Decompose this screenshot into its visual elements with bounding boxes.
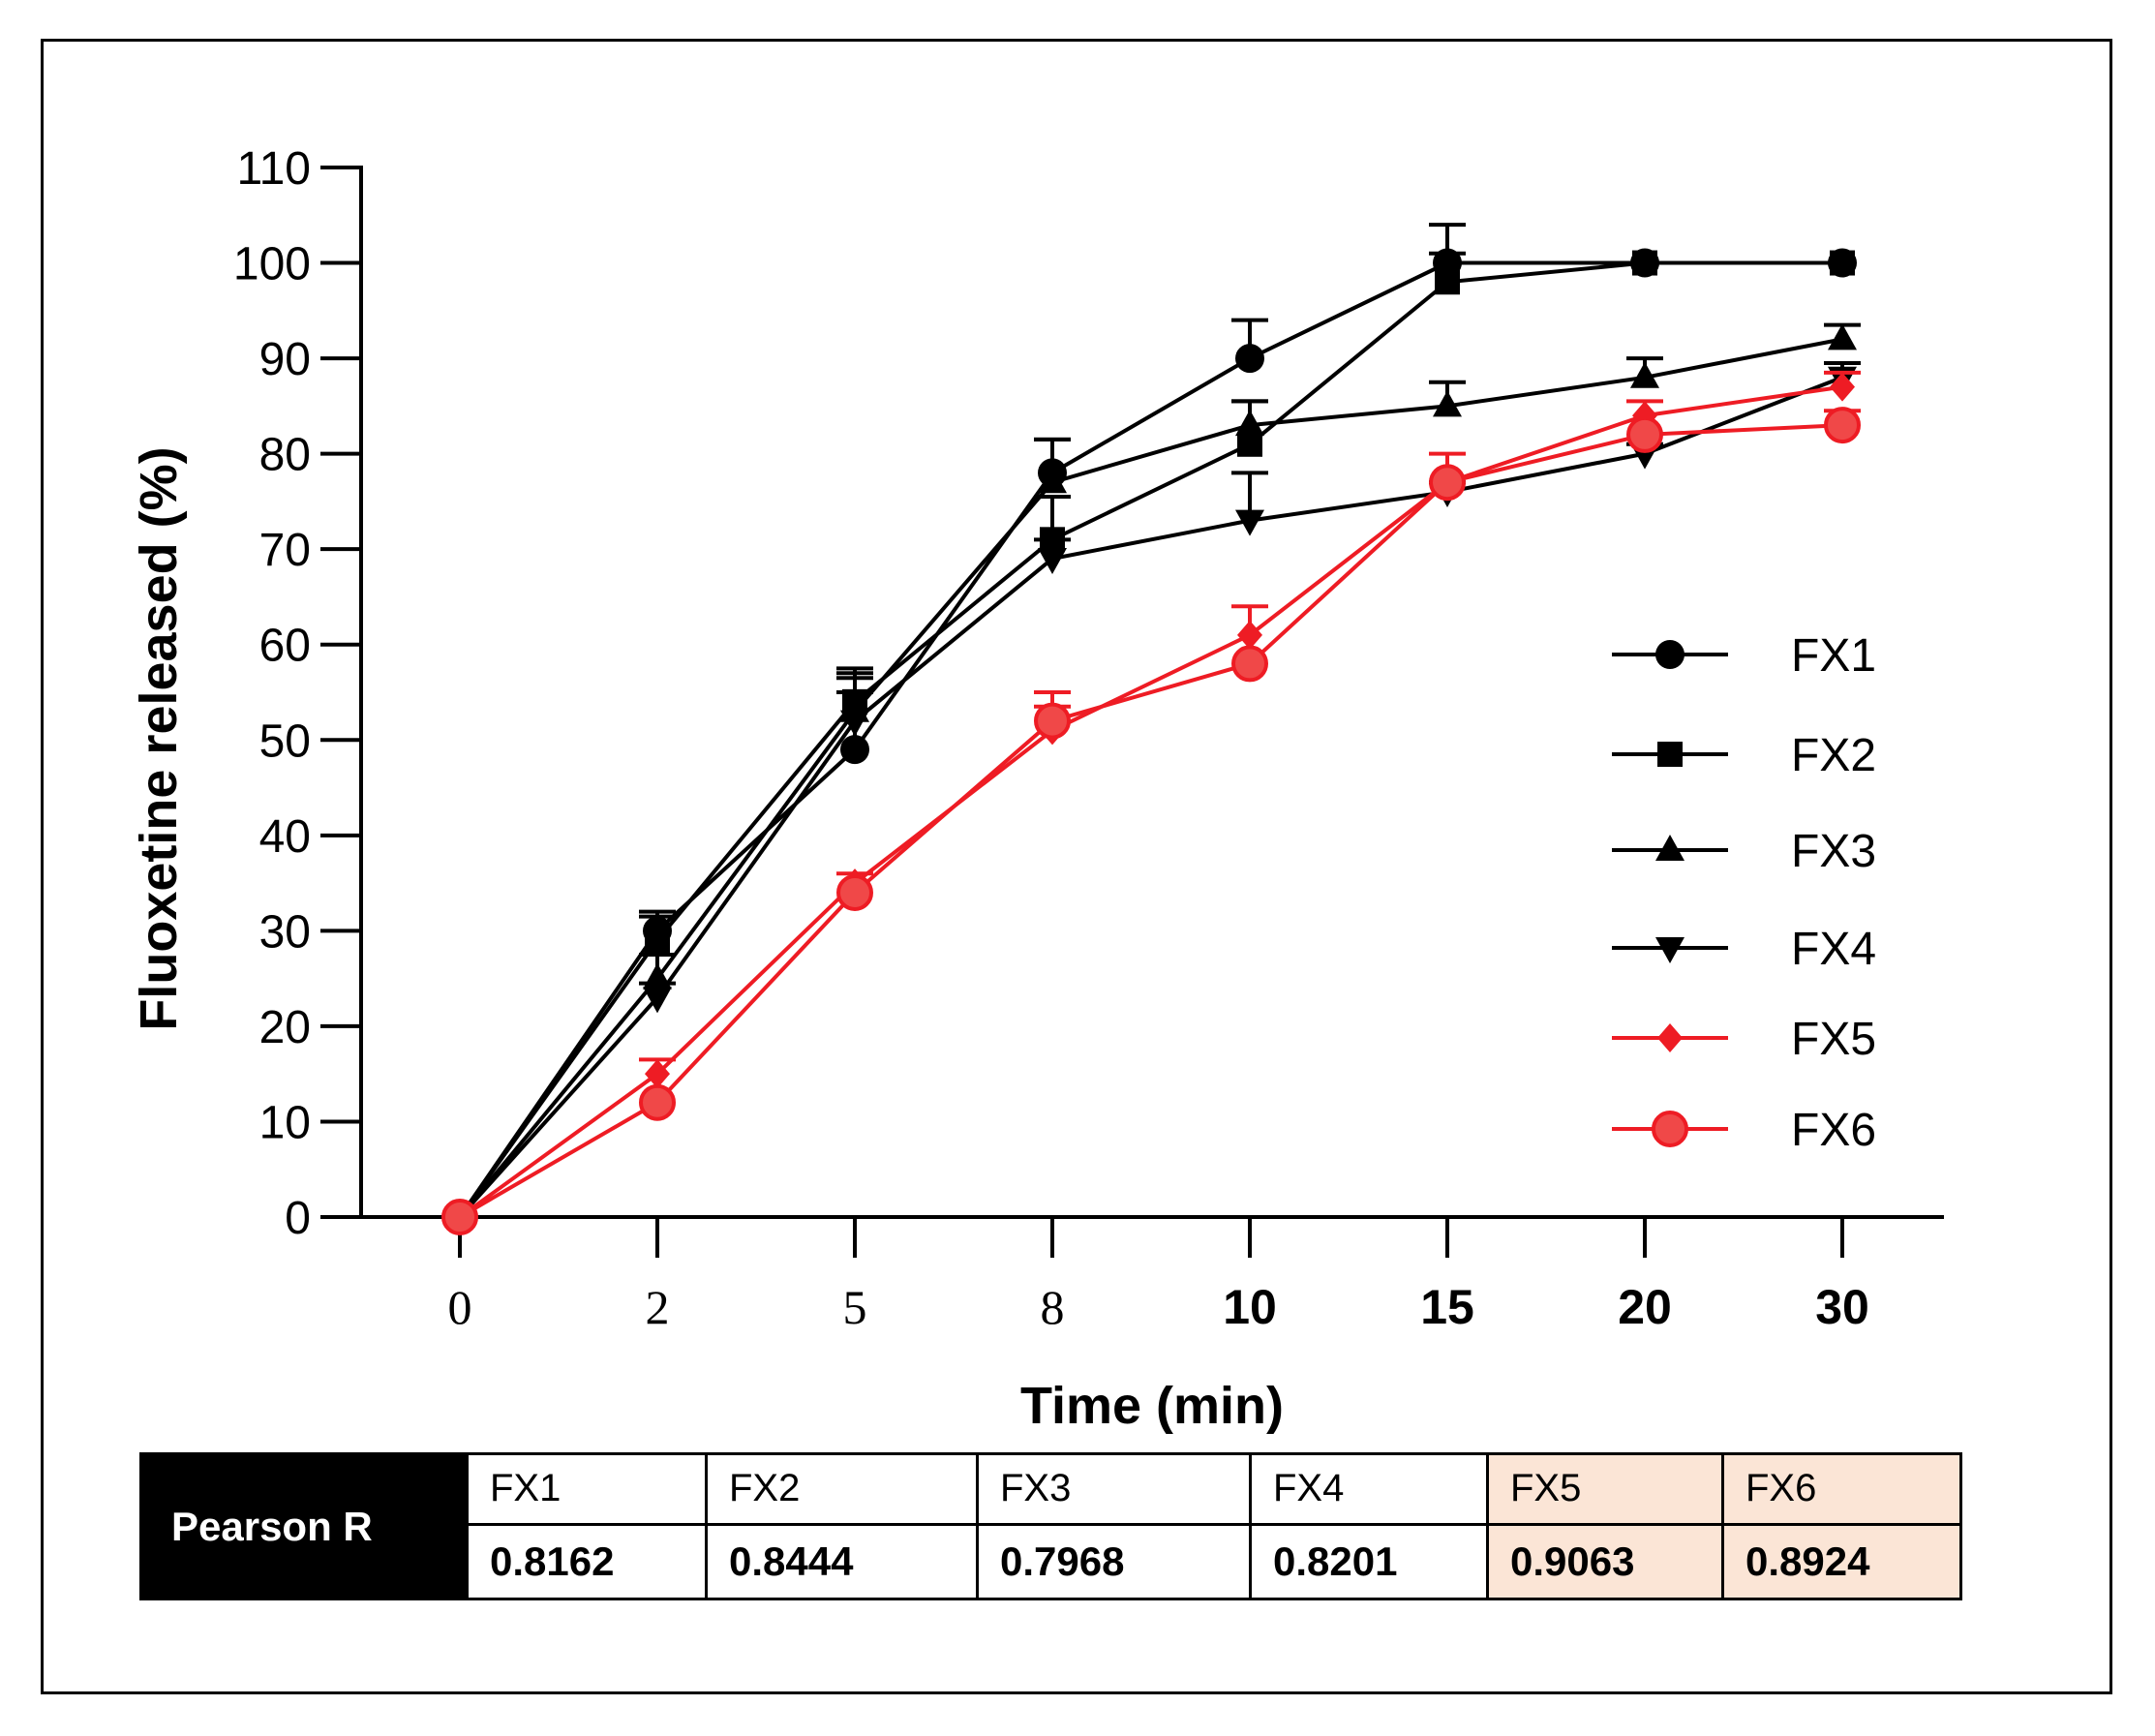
chart-plot-area [441, 223, 1861, 1235]
data-point-fx4 [1038, 548, 1067, 575]
y-tick-label: 30 [259, 906, 311, 958]
series-line-fx2 [458, 260, 1842, 1219]
legend-item-fx4: FX4 [1612, 924, 1876, 975]
x-tick-label: 15 [1420, 1280, 1474, 1334]
pearson-value-fx3: 0.7968 [976, 1522, 1252, 1601]
pearson-col-fx1: FX1 [466, 1452, 708, 1526]
pearson-table-value-row: 0.8162 0.8444 0.7968 0.8201 0.9063 0.892… [141, 1522, 1962, 1601]
series-line-fx3 [458, 337, 1843, 1219]
legend-label-fx5: FX5 [1791, 1014, 1876, 1065]
data-point-fx2 [645, 928, 670, 954]
data-point-fx2 [1830, 250, 1855, 276]
pearson-value-fx4: 0.8201 [1249, 1522, 1489, 1601]
y-tick-label: 100 [233, 239, 311, 290]
pearson-col-fx5: FX5 [1486, 1452, 1724, 1526]
legend-label-fx4: FX4 [1791, 924, 1876, 975]
legend-item-fx1: FX1 [1612, 630, 1876, 682]
y-tick-label: 0 [285, 1193, 311, 1244]
y-tick-label: 20 [259, 1002, 311, 1053]
data-point-fx6 [1034, 702, 1071, 740]
legend-marker-fx1 [1655, 640, 1685, 669]
y-tick-label: 40 [259, 811, 311, 863]
y-tick-label: 10 [259, 1097, 311, 1148]
x-tick-label: 30 [1815, 1280, 1869, 1334]
data-point-fx2 [1632, 250, 1657, 276]
data-point-fx6 [836, 873, 873, 911]
y-tick-label: 50 [259, 716, 311, 767]
x-tick-label: 8 [1041, 1280, 1065, 1334]
data-point-fx1 [840, 735, 869, 765]
pearson-table-header-row: Pearson R FX1 FX2 FX3 FX4 FX5 FX6 [139, 1452, 1962, 1600]
data-point-fx3 [1630, 361, 1659, 388]
data-point-fx6 [441, 1199, 478, 1235]
data-point-fx6 [1626, 415, 1663, 453]
data-point-fx2 [1435, 269, 1460, 295]
data-point-fx6 [1824, 407, 1861, 444]
data-point-fx1 [1235, 344, 1264, 374]
data-point-fx4 [643, 987, 672, 1014]
x-tick-label: 2 [646, 1280, 670, 1334]
figure-frame [41, 39, 2112, 1694]
legend-label-fx3: FX3 [1791, 826, 1876, 877]
pearson-col-fx2: FX2 [705, 1452, 979, 1526]
chart-legend: FX1 FX2 FX3 FX4 FX5 FX6 [1612, 630, 1876, 1156]
legend-item-fx2: FX2 [1612, 730, 1876, 781]
release-chart: 0 10 20 30 40 50 60 70 80 90 100 110 0 2 5 8 10 15 20 30 FX… [130, 143, 1944, 1435]
y-axis-title: Fluoxetine released (%) [130, 446, 188, 1030]
series-line-fx6 [458, 423, 1843, 1219]
pearson-value-fx1: 0.8162 [466, 1522, 708, 1601]
y-tick-label: 60 [259, 621, 311, 672]
data-point-fx4 [1235, 509, 1264, 536]
chart-axes: 0 10 20 30 40 50 60 70 80 90 100 110 0 2 5 8 10 15 20 30 [233, 143, 1944, 1334]
data-point-fx3 [1038, 467, 1067, 494]
series-line-fx5 [458, 384, 1843, 1219]
x-axis-title: Time (min) [1020, 1377, 1284, 1435]
legend-marker-fx5 [1657, 1023, 1683, 1052]
data-point-fx3 [1433, 390, 1462, 417]
data-point-fx4 [840, 710, 869, 737]
data-point-fx5 [1237, 620, 1262, 650]
pearson-r-header: Pearson R [139, 1452, 469, 1600]
pearson-col-fx6: FX6 [1721, 1452, 1962, 1526]
data-point-fx2 [1237, 431, 1262, 457]
pearson-table: Pearson R FX1 FX2 FX3 FX4 FX5 FX6 0.8162… [139, 1452, 1962, 1601]
legend-marker-fx3 [1655, 835, 1685, 861]
series-line-fx4 [458, 375, 1843, 1219]
x-tick-label: 0 [448, 1280, 472, 1334]
legend-marker-fx6 [1652, 1111, 1688, 1147]
series-fx6 [441, 407, 1861, 1235]
data-point-fx3 [1828, 323, 1857, 350]
pearson-col-fx4: FX4 [1249, 1452, 1489, 1526]
data-point-fx6 [1231, 645, 1268, 683]
y-tick-label: 110 [236, 143, 311, 195]
data-point-fx3 [1235, 410, 1264, 437]
data-point-fx6 [639, 1083, 676, 1121]
y-tick-label: 80 [259, 430, 311, 481]
legend-label-fx6: FX6 [1791, 1105, 1876, 1156]
legend-item-fx5: FX5 [1612, 1014, 1876, 1065]
legend-marker-fx4 [1655, 937, 1685, 963]
x-tick-label: 10 [1223, 1280, 1277, 1334]
x-tick-label: 20 [1618, 1280, 1672, 1334]
legend-item-fx3: FX3 [1612, 826, 1876, 877]
data-point-fx5 [645, 1059, 670, 1089]
data-point-fx6 [1429, 464, 1466, 502]
series-fx4 [445, 361, 1861, 1233]
y-tick-label: 90 [259, 334, 311, 385]
legend-label-fx1: FX1 [1791, 630, 1876, 682]
data-point-fx5 [1830, 372, 1855, 402]
legend-item-fx6: FX6 [1612, 1105, 1876, 1156]
legend-label-fx2: FX2 [1791, 730, 1876, 781]
pearson-value-fx2: 0.8444 [705, 1522, 979, 1601]
pearson-value-fx5: 0.9063 [1486, 1522, 1724, 1601]
legend-marker-fx2 [1657, 742, 1683, 767]
pearson-col-fx3: FX3 [976, 1452, 1252, 1526]
x-tick-label: 5 [843, 1280, 867, 1334]
pearson-value-fx6: 0.8924 [1721, 1522, 1962, 1601]
y-tick-label: 70 [259, 525, 311, 576]
